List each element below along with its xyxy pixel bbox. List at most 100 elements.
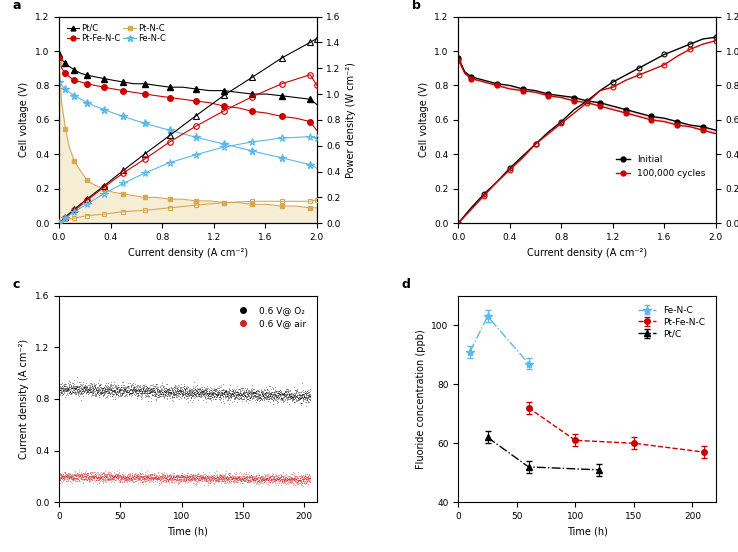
Point bbox=[224, 392, 235, 401]
Initial bbox=[461, 68, 469, 75]
Point bbox=[89, 383, 100, 392]
Point bbox=[61, 474, 73, 482]
Point bbox=[102, 468, 114, 476]
Point bbox=[93, 375, 105, 384]
Point bbox=[112, 390, 124, 399]
Point bbox=[145, 473, 157, 482]
Point bbox=[63, 476, 75, 485]
Point bbox=[240, 392, 252, 401]
Point bbox=[60, 384, 72, 393]
Point bbox=[117, 378, 128, 386]
Point bbox=[65, 382, 77, 391]
Point bbox=[55, 386, 67, 395]
Point bbox=[77, 380, 89, 389]
Point bbox=[144, 471, 156, 480]
Point bbox=[115, 471, 127, 480]
Point bbox=[224, 473, 236, 481]
Point bbox=[269, 475, 280, 484]
Point bbox=[213, 385, 224, 394]
Point bbox=[55, 386, 66, 395]
Point bbox=[55, 384, 67, 393]
Point bbox=[116, 384, 128, 393]
Point bbox=[83, 473, 94, 482]
Point bbox=[145, 384, 157, 392]
Point bbox=[103, 389, 115, 397]
Point bbox=[294, 399, 306, 407]
Point bbox=[108, 380, 120, 389]
Point bbox=[60, 477, 72, 486]
Point bbox=[95, 476, 107, 485]
Point bbox=[208, 480, 220, 489]
Point bbox=[77, 386, 89, 395]
Point bbox=[292, 388, 304, 396]
Point bbox=[83, 475, 95, 484]
Point bbox=[87, 387, 99, 396]
Point bbox=[213, 472, 224, 481]
Point bbox=[85, 388, 97, 396]
Point bbox=[142, 475, 154, 484]
Point bbox=[300, 473, 312, 481]
Point bbox=[206, 389, 218, 398]
Point bbox=[297, 475, 309, 484]
Point bbox=[147, 477, 159, 486]
Point bbox=[296, 399, 308, 407]
Point bbox=[236, 474, 248, 482]
Point bbox=[252, 475, 263, 484]
Point bbox=[107, 391, 119, 400]
Point bbox=[206, 474, 218, 482]
Point bbox=[70, 384, 82, 392]
Point bbox=[218, 477, 230, 486]
Point bbox=[55, 478, 67, 487]
Point bbox=[128, 471, 139, 480]
Point bbox=[291, 392, 303, 401]
Point bbox=[63, 388, 75, 396]
Point bbox=[288, 470, 300, 479]
Point bbox=[81, 385, 93, 394]
Point bbox=[251, 474, 263, 482]
Point bbox=[143, 391, 155, 400]
Point bbox=[270, 391, 282, 400]
Point bbox=[254, 473, 266, 481]
Point bbox=[161, 470, 173, 479]
Point bbox=[276, 388, 288, 397]
Point bbox=[241, 388, 252, 396]
Point bbox=[259, 390, 271, 399]
Point bbox=[274, 388, 286, 396]
Point bbox=[87, 385, 99, 394]
Point bbox=[123, 470, 135, 479]
Point bbox=[235, 476, 247, 485]
Point bbox=[253, 387, 265, 396]
Point bbox=[188, 473, 200, 482]
Point bbox=[170, 473, 182, 481]
Point bbox=[276, 476, 288, 485]
Point bbox=[262, 397, 274, 406]
Point bbox=[65, 384, 77, 392]
Point bbox=[211, 386, 223, 395]
Point bbox=[211, 470, 223, 479]
Point bbox=[286, 473, 298, 482]
Point bbox=[63, 382, 75, 391]
Point bbox=[135, 470, 147, 479]
Point bbox=[110, 389, 122, 397]
Point bbox=[172, 474, 184, 483]
Point bbox=[273, 389, 285, 397]
Point bbox=[175, 387, 187, 396]
Point bbox=[216, 475, 228, 484]
Point bbox=[207, 390, 219, 399]
Point bbox=[274, 474, 286, 482]
Point bbox=[94, 389, 106, 398]
Point bbox=[153, 384, 165, 393]
Point bbox=[77, 383, 89, 391]
Point bbox=[66, 471, 78, 480]
Point bbox=[263, 381, 275, 390]
Point bbox=[139, 387, 151, 396]
Point bbox=[113, 476, 125, 485]
Point bbox=[302, 473, 314, 481]
Point bbox=[89, 467, 101, 476]
Point bbox=[64, 470, 76, 479]
Point bbox=[66, 471, 78, 480]
Point bbox=[148, 388, 159, 396]
Point bbox=[157, 475, 169, 484]
Point bbox=[272, 470, 284, 479]
Point bbox=[169, 473, 181, 482]
